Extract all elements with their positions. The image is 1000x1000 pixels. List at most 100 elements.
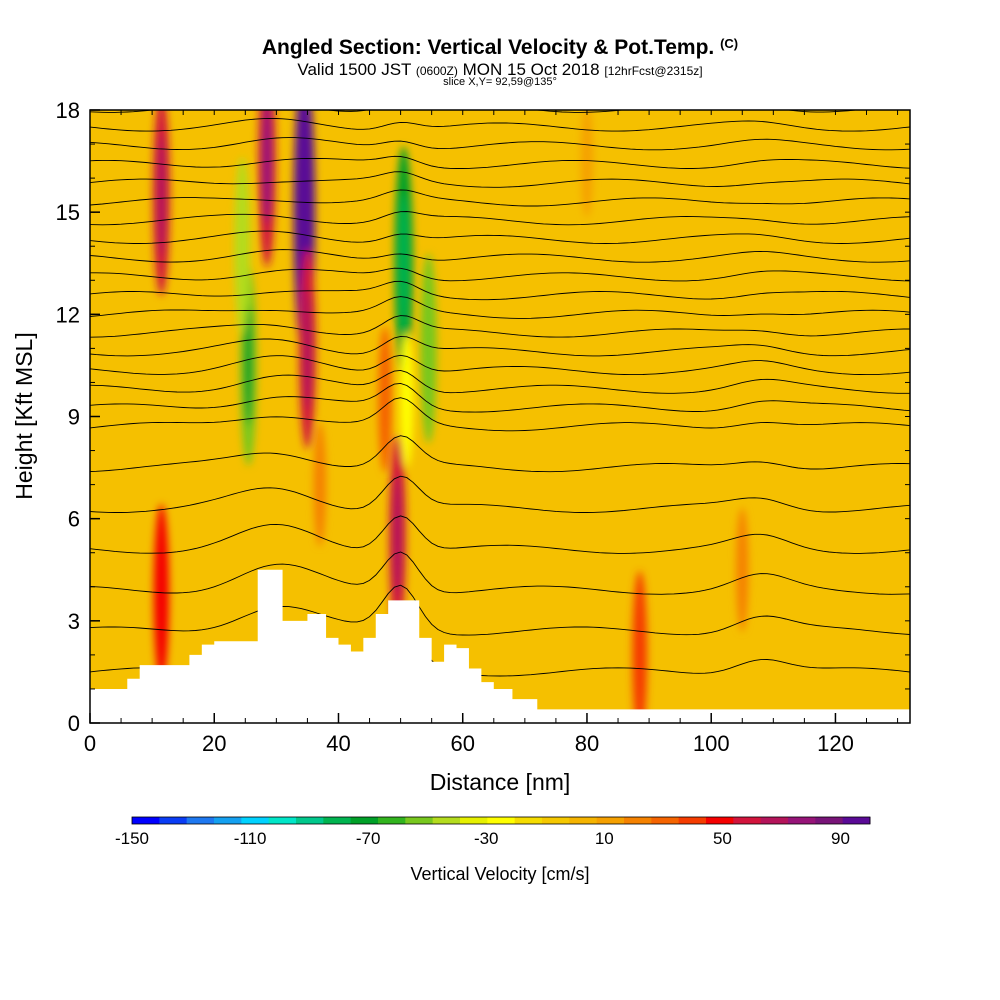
valid-time: Valid 1500 JST: [297, 60, 412, 79]
x-axis-label: Distance [nm]: [430, 769, 571, 795]
colorbar-swatch: [159, 817, 188, 824]
forecast-info: [12hrFcst@2315z]: [604, 64, 703, 78]
colorbar-frame: [131, 816, 871, 825]
colorbar-swatch: [268, 817, 297, 824]
vv-feature-1: [153, 504, 170, 684]
y-tick-label: 6: [68, 507, 80, 532]
vv-feature-14: [581, 110, 593, 218]
y-tick-label: 0: [68, 711, 80, 736]
colorbar-swatch: [624, 817, 652, 824]
colorbar-swatch: [514, 817, 543, 824]
vv-core-8: [392, 475, 403, 596]
colorbar-swatch: [432, 817, 461, 824]
colorbar-swatch: [706, 817, 734, 824]
isentrope-20: [90, 155, 910, 169]
potential-temperature-contours: [90, 110, 910, 677]
y-tick-label: 15: [56, 200, 80, 225]
vv-core-0: [156, 134, 167, 256]
colorbar-swatch: [596, 817, 625, 824]
slice-info: slice X,Y= 92,59@135°: [443, 76, 557, 88]
colorbar-swatch: [132, 817, 160, 824]
isentrope-10: [90, 335, 910, 357]
chart-title-unit: (C): [720, 36, 739, 51]
y-tick-label: 18: [56, 98, 80, 123]
colorbar-tick-label: 90: [831, 829, 850, 848]
plot-background: [90, 110, 910, 723]
vv-feature-15: [736, 507, 749, 632]
vv-feature-11: [420, 253, 437, 444]
colorbar-title: Vertical Velocity [cm/s]: [410, 864, 589, 884]
colorbar-swatch: [460, 817, 488, 824]
isentrope-4: [90, 475, 910, 513]
chart-title-text: Angled Section: Vertical Velocity & Pot.…: [261, 36, 715, 59]
x-tick-label: 120: [817, 731, 854, 756]
colorbar-swatch: [487, 817, 516, 824]
colorbar-swatch: [733, 817, 762, 824]
colorbar-swatch: [241, 817, 270, 824]
y-axis-label: Height [Kft MSL]: [11, 332, 37, 499]
vv-core-2: [243, 305, 253, 426]
colorbar-swatch: [378, 817, 406, 824]
x-tick-label: 80: [575, 731, 599, 756]
colorbar-swatch: [186, 817, 215, 824]
vertical-velocity-field: [153, 110, 749, 723]
vv-core-6: [302, 288, 312, 409]
colorbar-swatch: [323, 817, 352, 824]
colorbar-swatch: [542, 817, 570, 824]
colorbar-swatch: [788, 817, 816, 824]
valid-date: MON 15 Oct 2018: [462, 60, 600, 79]
colorbar-swatch: [569, 817, 598, 824]
x-tick-label: 100: [693, 731, 730, 756]
y-tick-label: 3: [68, 609, 80, 634]
vv-feature-3: [234, 156, 250, 336]
isentrope-16: [90, 230, 910, 244]
colorbar-tick-label: -110: [234, 829, 267, 848]
x-tick-label: 20: [202, 731, 226, 756]
isentrope-17: [90, 211, 910, 226]
terrain-profile: [90, 569, 910, 723]
colorbar-swatch: [405, 817, 434, 824]
colorbar-swatch: [815, 817, 844, 824]
colorbar-tick-label: -150: [115, 829, 149, 848]
isentrope-2: [90, 551, 910, 595]
isentrope-14: [90, 267, 910, 282]
isentrope-19: [90, 171, 910, 188]
colorbar-swatch: [214, 817, 242, 824]
isentrope-13: [90, 280, 910, 301]
colorbar-swatch: [296, 817, 324, 824]
isentrope-8: [90, 369, 910, 394]
isentrope-12: [90, 296, 910, 319]
colorbar-tick-label: 50: [713, 829, 732, 848]
vv-feature-12: [378, 326, 392, 473]
colorbar-tick-label: 10: [595, 829, 614, 848]
y-axis: 0 3 6 9 12 15 18: [56, 98, 910, 736]
isentrope-6: [90, 397, 910, 432]
isentrope-3: [90, 515, 910, 554]
isentrope-11: [90, 315, 910, 338]
isentrope-7: [90, 382, 910, 413]
vv-core-9: [398, 193, 409, 334]
colorbar-swatch: [651, 817, 680, 824]
x-axis: 0 20 40 60 80 100 120: [84, 110, 899, 756]
isentrope-15: [90, 249, 910, 263]
chart-title: Angled Section: Vertical Velocity & Pot.…: [0, 36, 1000, 60]
x-tick-label: 40: [326, 731, 350, 756]
isentrope-21: [90, 137, 910, 151]
isentrope-18: [90, 189, 910, 207]
colorbar-swatch: [678, 817, 707, 824]
vv-feature-13: [632, 570, 648, 723]
colorbar-tick-label: -30: [474, 829, 499, 848]
chart-subtitle: Valid 1500 JST (0600Z) MON 15 Oct 2018 […: [0, 60, 1000, 80]
colorbar-swatch: [350, 817, 379, 824]
colorbar-tick-label: -70: [356, 829, 381, 848]
x-tick-label: 0: [84, 731, 96, 756]
colorbar-swatch: [760, 817, 789, 824]
isentrope-22: [90, 117, 910, 132]
y-tick-label: 12: [56, 302, 80, 327]
isentrope-9: [90, 354, 910, 376]
y-tick-label: 9: [68, 405, 80, 430]
isentrope-5: [90, 435, 910, 473]
x-tick-label: 60: [450, 731, 474, 756]
colorbar: -150 -110 -70 -30 10 50 90: [115, 816, 871, 848]
